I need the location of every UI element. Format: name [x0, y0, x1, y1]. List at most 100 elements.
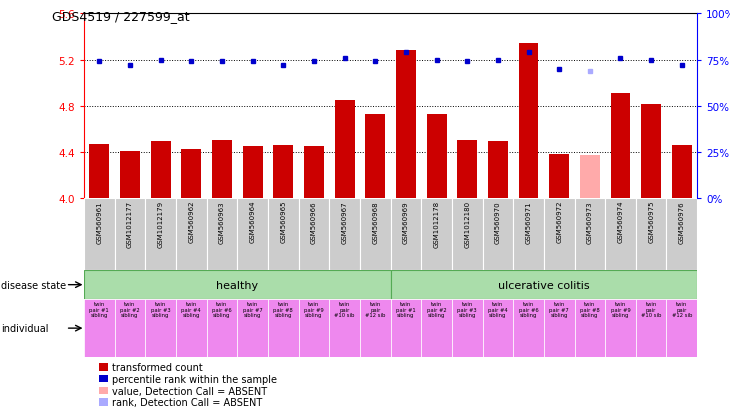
Bar: [666, 198, 697, 271]
Bar: [544, 299, 575, 357]
Bar: [207, 198, 237, 271]
Text: twin
pair #7
sibling: twin pair #7 sibling: [549, 301, 569, 318]
Text: twin
pair #1
sibling: twin pair #1 sibling: [89, 301, 110, 318]
Bar: [483, 299, 513, 357]
Bar: [636, 299, 666, 357]
Bar: [513, 299, 544, 357]
Text: twin
pair #9
sibling: twin pair #9 sibling: [610, 301, 631, 318]
Text: GSM560965: GSM560965: [280, 200, 286, 243]
Bar: [207, 299, 237, 357]
Text: GDS4519 / 227599_at: GDS4519 / 227599_at: [52, 10, 189, 23]
Bar: [181, 150, 201, 198]
Bar: [120, 151, 140, 198]
Bar: [145, 299, 176, 357]
Text: GSM560964: GSM560964: [250, 200, 256, 243]
Bar: [544, 198, 575, 271]
Text: GSM560972: GSM560972: [556, 200, 562, 243]
Text: value, Detection Call = ABSENT: value, Detection Call = ABSENT: [112, 386, 267, 396]
Text: twin
pair
#12 sib: twin pair #12 sib: [672, 301, 692, 318]
Text: GSM560975: GSM560975: [648, 200, 654, 243]
Bar: [360, 299, 391, 357]
Text: GSM560976: GSM560976: [679, 200, 685, 243]
Bar: [580, 156, 600, 198]
Text: twin
pair #8
sibling: twin pair #8 sibling: [580, 301, 600, 318]
Bar: [391, 299, 421, 357]
Bar: [176, 299, 207, 357]
Text: GSM560970: GSM560970: [495, 200, 501, 243]
Text: twin
pair #4
sibling: twin pair #4 sibling: [488, 301, 508, 318]
Bar: [242, 147, 263, 198]
Bar: [426, 114, 447, 198]
Text: twin
pair
#12 sib: twin pair #12 sib: [365, 301, 385, 318]
Text: individual: individual: [1, 323, 48, 333]
Bar: [299, 198, 329, 271]
Bar: [273, 145, 293, 198]
Bar: [605, 198, 636, 271]
Text: GSM560963: GSM560963: [219, 200, 225, 243]
Bar: [237, 198, 268, 271]
Bar: [575, 299, 605, 357]
Text: ulcerative colitis: ulcerative colitis: [498, 280, 590, 290]
Bar: [452, 299, 483, 357]
Bar: [150, 142, 171, 198]
Bar: [84, 299, 115, 357]
Text: GSM560973: GSM560973: [587, 200, 593, 243]
Text: twin
pair #2
sibling: twin pair #2 sibling: [120, 301, 140, 318]
Bar: [488, 142, 508, 198]
Bar: [360, 198, 391, 271]
Bar: [212, 141, 232, 198]
Text: healthy: healthy: [216, 280, 258, 290]
Bar: [365, 114, 385, 198]
Text: GSM560971: GSM560971: [526, 200, 531, 243]
Text: GSM560974: GSM560974: [618, 200, 623, 243]
Text: GSM560961: GSM560961: [96, 200, 102, 243]
Bar: [84, 198, 115, 271]
Bar: [421, 299, 452, 357]
Bar: [549, 154, 569, 198]
Bar: [299, 299, 329, 357]
Text: twin
pair
#10 sib: twin pair #10 sib: [334, 301, 355, 318]
Text: twin
pair #7
sibling: twin pair #7 sibling: [242, 301, 263, 318]
Text: twin
pair #8
sibling: twin pair #8 sibling: [273, 301, 293, 318]
Bar: [329, 299, 360, 357]
Text: GSM560968: GSM560968: [372, 200, 378, 243]
Bar: [575, 198, 605, 271]
Bar: [605, 299, 636, 357]
Text: twin
pair #4
sibling: twin pair #4 sibling: [181, 301, 201, 318]
Bar: [518, 44, 539, 198]
Text: GSM560967: GSM560967: [342, 200, 347, 243]
Text: GSM560966: GSM560966: [311, 200, 317, 243]
Bar: [641, 105, 661, 198]
Text: twin
pair
#10 sib: twin pair #10 sib: [641, 301, 661, 318]
Text: GSM560962: GSM560962: [188, 200, 194, 243]
Bar: [391, 198, 421, 271]
Bar: [396, 51, 416, 198]
Text: GSM560969: GSM560969: [403, 200, 409, 243]
Text: twin
pair #1
sibling: twin pair #1 sibling: [396, 301, 416, 318]
Text: GSM1012180: GSM1012180: [464, 200, 470, 247]
Bar: [145, 198, 176, 271]
Text: GSM1012179: GSM1012179: [158, 200, 164, 247]
Text: disease state: disease state: [1, 280, 66, 290]
Bar: [421, 198, 452, 271]
Text: twin
pair #9
sibling: twin pair #9 sibling: [304, 301, 324, 318]
Bar: [610, 94, 631, 198]
Bar: [237, 299, 268, 357]
Bar: [115, 299, 145, 357]
Bar: [115, 198, 145, 271]
Bar: [329, 198, 360, 271]
Text: rank, Detection Call = ABSENT: rank, Detection Call = ABSENT: [112, 397, 262, 407]
Bar: [672, 145, 692, 198]
Bar: [483, 198, 513, 271]
Bar: [268, 198, 299, 271]
Bar: [391, 271, 697, 299]
Bar: [666, 299, 697, 357]
Bar: [176, 198, 207, 271]
Bar: [513, 198, 544, 271]
Text: percentile rank within the sample: percentile rank within the sample: [112, 374, 277, 384]
Bar: [452, 198, 483, 271]
Text: transformed count: transformed count: [112, 363, 202, 373]
Bar: [334, 101, 355, 198]
Bar: [636, 198, 666, 271]
Bar: [457, 141, 477, 198]
